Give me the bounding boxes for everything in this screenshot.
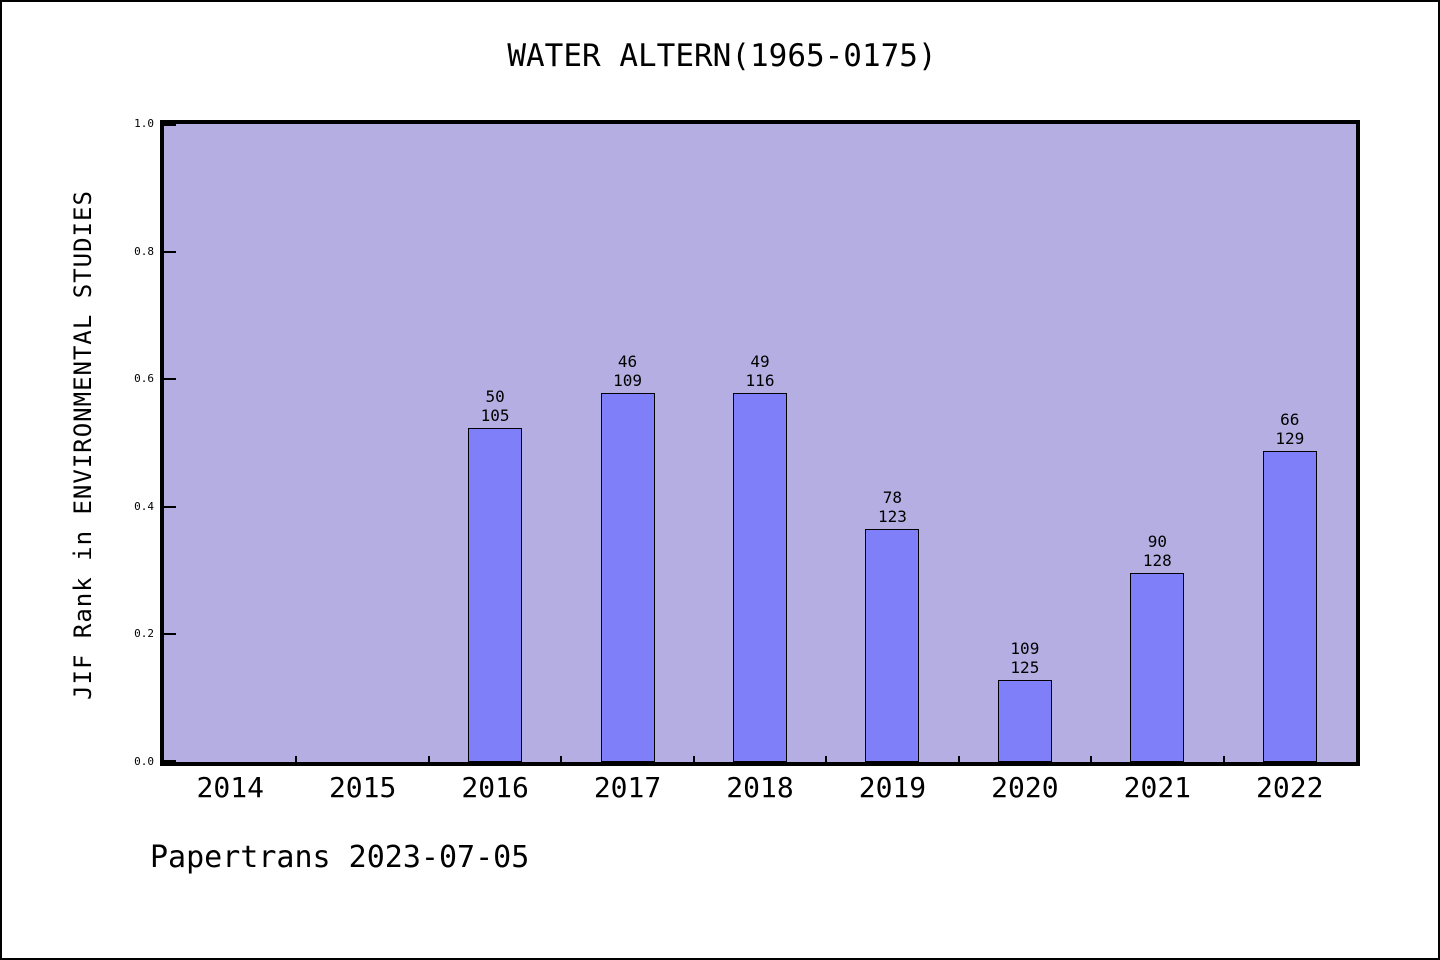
- y-tick-mark-0.6: [164, 378, 176, 381]
- bar-label-rank-2017: 46: [617, 352, 638, 372]
- x-tick-label-2014: 2014: [196, 771, 264, 804]
- bar-label-total-2021: 128: [1142, 550, 1172, 570]
- y-axis-label: JIF Rank in ENVIRONMENTAL STUDIES: [69, 190, 97, 700]
- x-tick-mark-1: [295, 756, 298, 762]
- x-tick-mark-2: [427, 756, 430, 762]
- bar-label-rank-2016: 50: [485, 386, 505, 406]
- y-tick-label-0.4: 0.4: [134, 499, 154, 513]
- x-tick-label-2016: 2016: [461, 771, 529, 804]
- x-tick-mark-6: [957, 756, 960, 762]
- y-tick-mark-1.0: [164, 124, 176, 126]
- x-tick-mark-7: [1090, 756, 1093, 762]
- bar-label-2017: 46 109: [613, 352, 642, 390]
- y-tick-mark-0.0: [164, 760, 176, 762]
- bar-2018: [733, 393, 787, 762]
- y-tick-label-0.0: 0.0: [134, 755, 154, 768]
- x-tick-mark-5: [825, 756, 828, 762]
- footer-watermark: Papertrans 2023-07-05: [150, 840, 530, 875]
- bar-label-2018: 49 116: [746, 352, 775, 390]
- x-tick-label-2021: 2021: [1123, 771, 1192, 804]
- bar-label-rank-2020: 109: [1010, 639, 1040, 659]
- x-tick-mark-8: [1222, 756, 1225, 762]
- bar-label-2019: 78 123: [878, 488, 907, 526]
- bar-2017: [600, 393, 655, 762]
- x-tick-label-2018: 2018: [726, 771, 794, 804]
- y-tick-label-0.8: 0.8: [134, 244, 154, 258]
- x-tick-mark-4: [692, 756, 695, 762]
- y-tick-mark-0.8: [164, 250, 176, 253]
- plot-area: 50 105 46 109 49 116 78 123 109 125 90 128 66 129: [160, 120, 1360, 766]
- bar-label-total-2018: 116: [745, 371, 775, 391]
- bar-label-rank-2019: 78: [882, 487, 903, 507]
- bar-label-total-2016: 105: [480, 405, 510, 425]
- y-tick-mark-0.4: [164, 505, 176, 508]
- y-tick-label-0.6: 0.6: [134, 372, 154, 386]
- bar-label-total-2019: 123: [877, 506, 907, 526]
- bar-label-total-2017: 109: [613, 371, 642, 391]
- y-tick-label-0.2: 0.2: [134, 627, 154, 641]
- x-tick-label-2015: 2015: [328, 771, 397, 804]
- bar-2021: [1130, 572, 1185, 762]
- bar-2020: [997, 680, 1052, 762]
- bar-label-total-2020: 125: [1010, 658, 1040, 678]
- plot-inner-area: 50 105 46 109 49 116 78 123 109 125 90 128 66 129: [164, 124, 1356, 762]
- bar-2016: [468, 427, 523, 762]
- bar-label-2020: 109 125: [1010, 639, 1039, 677]
- bar-2022: [1262, 450, 1317, 762]
- bar-label-2021: 90 128: [1143, 532, 1172, 570]
- x-tick-label-2017: 2017: [593, 771, 662, 804]
- bar-label-2022: 66 129: [1275, 410, 1304, 448]
- bar-2019: [865, 528, 920, 762]
- bar-label-2016: 50 105: [481, 387, 510, 425]
- bar-label-rank-2018: 49: [750, 352, 770, 372]
- x-tick-label-2020: 2020: [991, 771, 1059, 804]
- chart-title: WATER ALTERN(1965-0175): [507, 38, 937, 74]
- bar-label-total-2022: 129: [1275, 428, 1305, 448]
- x-tick-label-2019: 2019: [858, 771, 927, 804]
- y-tick-mark-0.2: [164, 633, 176, 636]
- x-tick-mark-3: [560, 756, 563, 762]
- bar-label-rank-2022: 66: [1280, 409, 1300, 429]
- bar-label-rank-2021: 90: [1147, 531, 1167, 551]
- y-tick-label-1.0: 1.0: [134, 117, 154, 130]
- x-tick-label-2022: 2022: [1256, 771, 1324, 804]
